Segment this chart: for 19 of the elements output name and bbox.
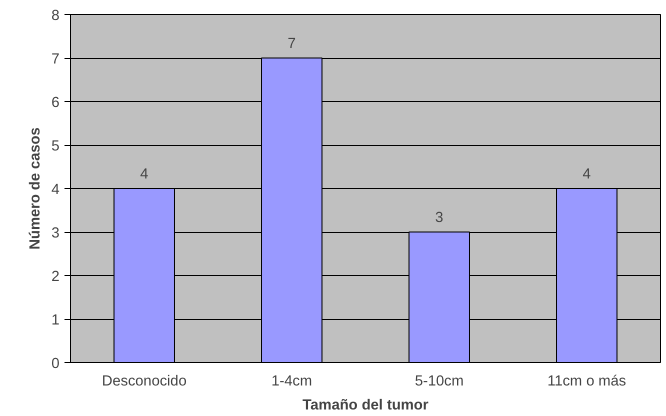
data-label: 7 xyxy=(288,36,296,52)
x-tick-label: Desconocido xyxy=(102,374,187,390)
y-axis-title: Número de casos xyxy=(27,127,44,250)
y-tick-label: 8 xyxy=(51,8,60,24)
y-tick-label: 2 xyxy=(51,269,60,285)
y-tick-label: 0 xyxy=(51,356,60,372)
x-tick-label: 11cm o más xyxy=(547,374,626,390)
y-tick-label: 3 xyxy=(51,226,60,242)
y-tick-label: 6 xyxy=(51,95,60,111)
data-label: 3 xyxy=(435,210,444,226)
y-tick-label: 1 xyxy=(51,312,60,328)
y-tick-label: 7 xyxy=(51,52,60,68)
x-axis-title: Tamaño del tumor xyxy=(302,398,429,414)
x-tick-label: 1-4cm xyxy=(271,374,312,390)
x-tick-label: 5-10cm xyxy=(414,374,464,390)
y-tick-label: 4 xyxy=(51,182,60,198)
y-tick-label: 5 xyxy=(51,138,60,154)
data-label: 4 xyxy=(140,166,148,182)
data-label: 4 xyxy=(582,166,591,182)
